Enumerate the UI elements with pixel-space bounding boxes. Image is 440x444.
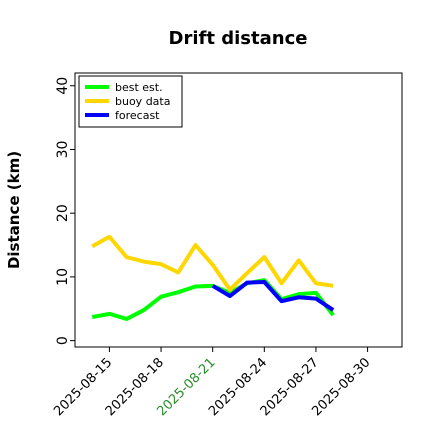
y-tick-label: 20: [55, 204, 71, 222]
plot-area: 0102030402025-08-152025-08-182025-08-212…: [51, 72, 403, 419]
legend-label: best est.: [115, 81, 163, 94]
y-axis-label: Distance (km): [5, 151, 23, 269]
legend-label: buoy data: [115, 95, 170, 108]
y-tick-label: 40: [55, 77, 71, 95]
series-line-forecast: [211, 280, 335, 312]
plot-frame: [74, 72, 403, 348]
legend-label: forecast: [115, 109, 160, 122]
series-line-buoy-data: [91, 234, 334, 292]
y-tick-label: 30: [55, 141, 71, 159]
chart-title: Drift distance: [169, 28, 308, 49]
y-tick-label: 10: [55, 268, 71, 286]
y-tick-label: 0: [55, 336, 71, 345]
